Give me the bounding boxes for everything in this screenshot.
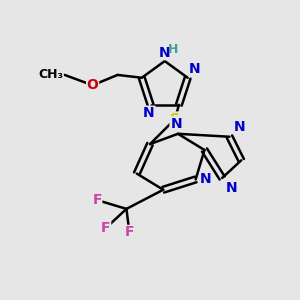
Text: N: N: [234, 120, 245, 134]
Text: N: N: [159, 46, 170, 60]
Text: S: S: [170, 112, 180, 126]
Text: N: N: [143, 106, 155, 120]
Text: CH₃: CH₃: [38, 68, 63, 81]
Text: O: O: [87, 78, 98, 92]
Text: F: F: [92, 193, 102, 207]
Text: F: F: [124, 225, 134, 239]
Text: N: N: [171, 117, 182, 131]
Text: N: N: [189, 62, 201, 76]
Text: F: F: [101, 221, 111, 235]
Text: N: N: [226, 181, 237, 195]
Text: N: N: [200, 172, 212, 186]
Text: H: H: [168, 44, 178, 56]
